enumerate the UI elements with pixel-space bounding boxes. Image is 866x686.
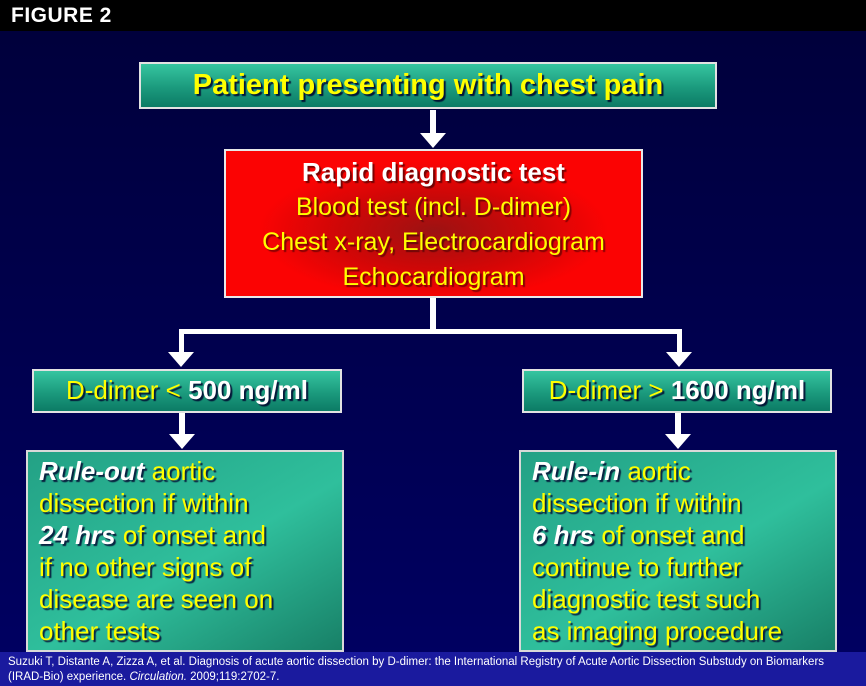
chest-pain-title-text: Patient presenting with chest pain [192,69,664,101]
outcome-line: 6 hrs of onset and [532,519,835,551]
outcome-line: Rule-in aortic [532,455,835,487]
connector-left-stem [179,329,184,354]
arrow-head-left-outcome [169,434,195,449]
condition-prefix: D-dimer < [65,375,189,405]
outcome-line: continue to further [532,551,835,583]
citation-text: Suzuki T, Distante A, Zizza A, et al. Di… [8,656,825,683]
outcome-box-rule-out: Rule-out aortic dissection if within 24 hr… [26,450,344,652]
outcome-line: dissection if within [39,487,342,519]
arrow-head-title-to-rapid [420,133,446,148]
outcome-box-rule-in: Rule-in aortic dissection if within 6 hrs … [519,450,837,652]
outcome-text: aortic [620,456,691,486]
outcome-emphasis-text: Rule-in [532,456,621,486]
outcome-emphasis-text: 6 hrs [532,520,595,550]
outcome-line: other tests [39,615,342,647]
outcome-text: aortic [144,456,216,486]
outcome-text: dissection if within [532,488,742,518]
outcome-text: diagnostic test such [532,584,761,614]
arrow-stem-left-outcome [179,413,185,436]
outcome-line: dissection if within [532,487,835,519]
condition-value: 1600 ng/ml [670,375,806,405]
outcome-text: of onset and [115,520,266,550]
outcome-line: Rule-out aortic [39,455,342,487]
condition-box-high-ddimer: D-dimer > 1600 ng/ml [522,369,832,413]
rapid-test-heading: Rapid diagnostic test [302,157,565,187]
outcome-line: as imaging procedure [532,615,835,647]
condition-prefix: D-dimer > [548,375,671,405]
outcome-text: continue to further [532,552,742,582]
outcome-emphasis-text: 24 hrs [39,520,116,550]
arrow-head-right-branch [666,352,692,367]
outcome-text: of onset and [594,520,745,550]
rapid-test-box: Rapid diagnostic test Blood test (incl. … [224,149,643,298]
rapid-test-line: Blood test (incl. D-dimer) [295,193,572,221]
connector-horizontal-line [179,329,682,334]
outcome-text: disease are seen on [39,584,274,614]
figure-header-bar: FIGURE 2 [0,0,866,31]
citation-journal: Circulation. [129,670,187,683]
condition-value: 500 ng/ml [188,375,308,405]
outcome-line: if no other signs of [39,551,342,583]
outcome-text: as imaging procedure [532,616,783,646]
arrow-head-right-outcome [665,434,691,449]
outcome-text: if no other signs of [39,552,252,582]
figure-label: FIGURE 2 [11,3,112,27]
rapid-test-line: Chest x-ray, Electrocardiogram [262,228,605,256]
outcome-emphasis-text: Rule-out [39,456,145,486]
outcome-line: 24 hrs of onset and [39,519,342,551]
chest-pain-title-box: Patient presenting with chest pain [139,62,717,109]
connector-right-stem [677,329,682,354]
connector-stem-from-rapid [430,298,436,332]
outcome-line: disease are seen on [39,583,342,615]
outcome-text: dissection if within [39,488,249,518]
condition-box-low-ddimer: D-dimer < 500 ng/ml [32,369,342,413]
citation-bar: Suzuki T, Distante A, Zizza A, et al. Di… [0,652,866,686]
arrow-stem-right-outcome [675,413,681,436]
citation-ref: 2009;119:2702-7. [186,670,280,683]
arrow-head-left-branch [168,352,194,367]
outcome-text: other tests [39,616,161,646]
arrow-stem-title-to-rapid [430,110,436,135]
outcome-line: diagnostic test such [532,583,835,615]
rapid-test-line: Echocardiogram [342,263,525,291]
